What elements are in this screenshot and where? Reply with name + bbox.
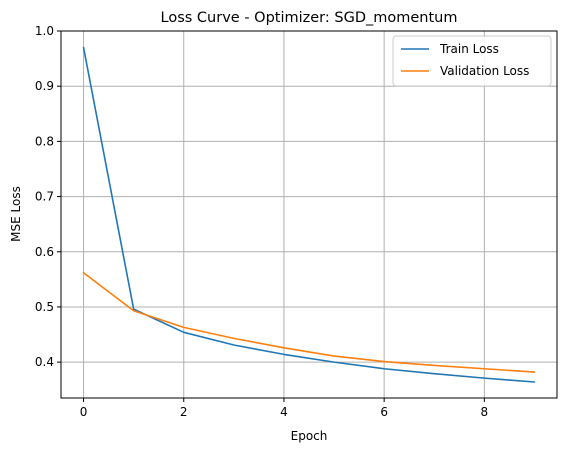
series-line-validation-loss [82, 271, 536, 373]
x-tick-label: 4 [280, 405, 288, 419]
legend-label-validation: Validation Loss [440, 64, 529, 78]
y-tick-label: 0.4 [35, 355, 54, 369]
series-lines [82, 46, 536, 383]
x-tick-label: 6 [380, 405, 388, 419]
y-axis-label: MSE Loss [9, 186, 23, 242]
y-tick-label: 0.7 [35, 190, 54, 204]
chart-title: Loss Curve - Optimizer: SGD_momentum [161, 10, 458, 26]
legend-label-train: Train Loss [439, 42, 499, 56]
legend-box [392, 35, 552, 87]
y-tick-label: 0.5 [35, 300, 54, 314]
x-tick-label: 8 [481, 405, 489, 419]
y-tick-label: 0.9 [35, 79, 54, 93]
x-tick-label: 2 [180, 405, 188, 419]
x-tick-label: 0 [80, 405, 88, 419]
x-axis-label: Epoch [291, 429, 328, 443]
legend: Train Loss Validation Loss [392, 35, 552, 87]
y-axis-ticks: 0.4 0.5 0.6 0.7 0.8 0.9 1.0 [35, 24, 61, 369]
y-tick-label: 1.0 [35, 24, 54, 38]
series-line-train-loss [82, 46, 536, 383]
y-tick-label: 0.6 [35, 245, 54, 259]
plot-frame [60, 30, 558, 399]
x-axis-ticks: 0 2 4 6 8 [80, 398, 488, 419]
y-tick-label: 0.8 [35, 134, 54, 148]
